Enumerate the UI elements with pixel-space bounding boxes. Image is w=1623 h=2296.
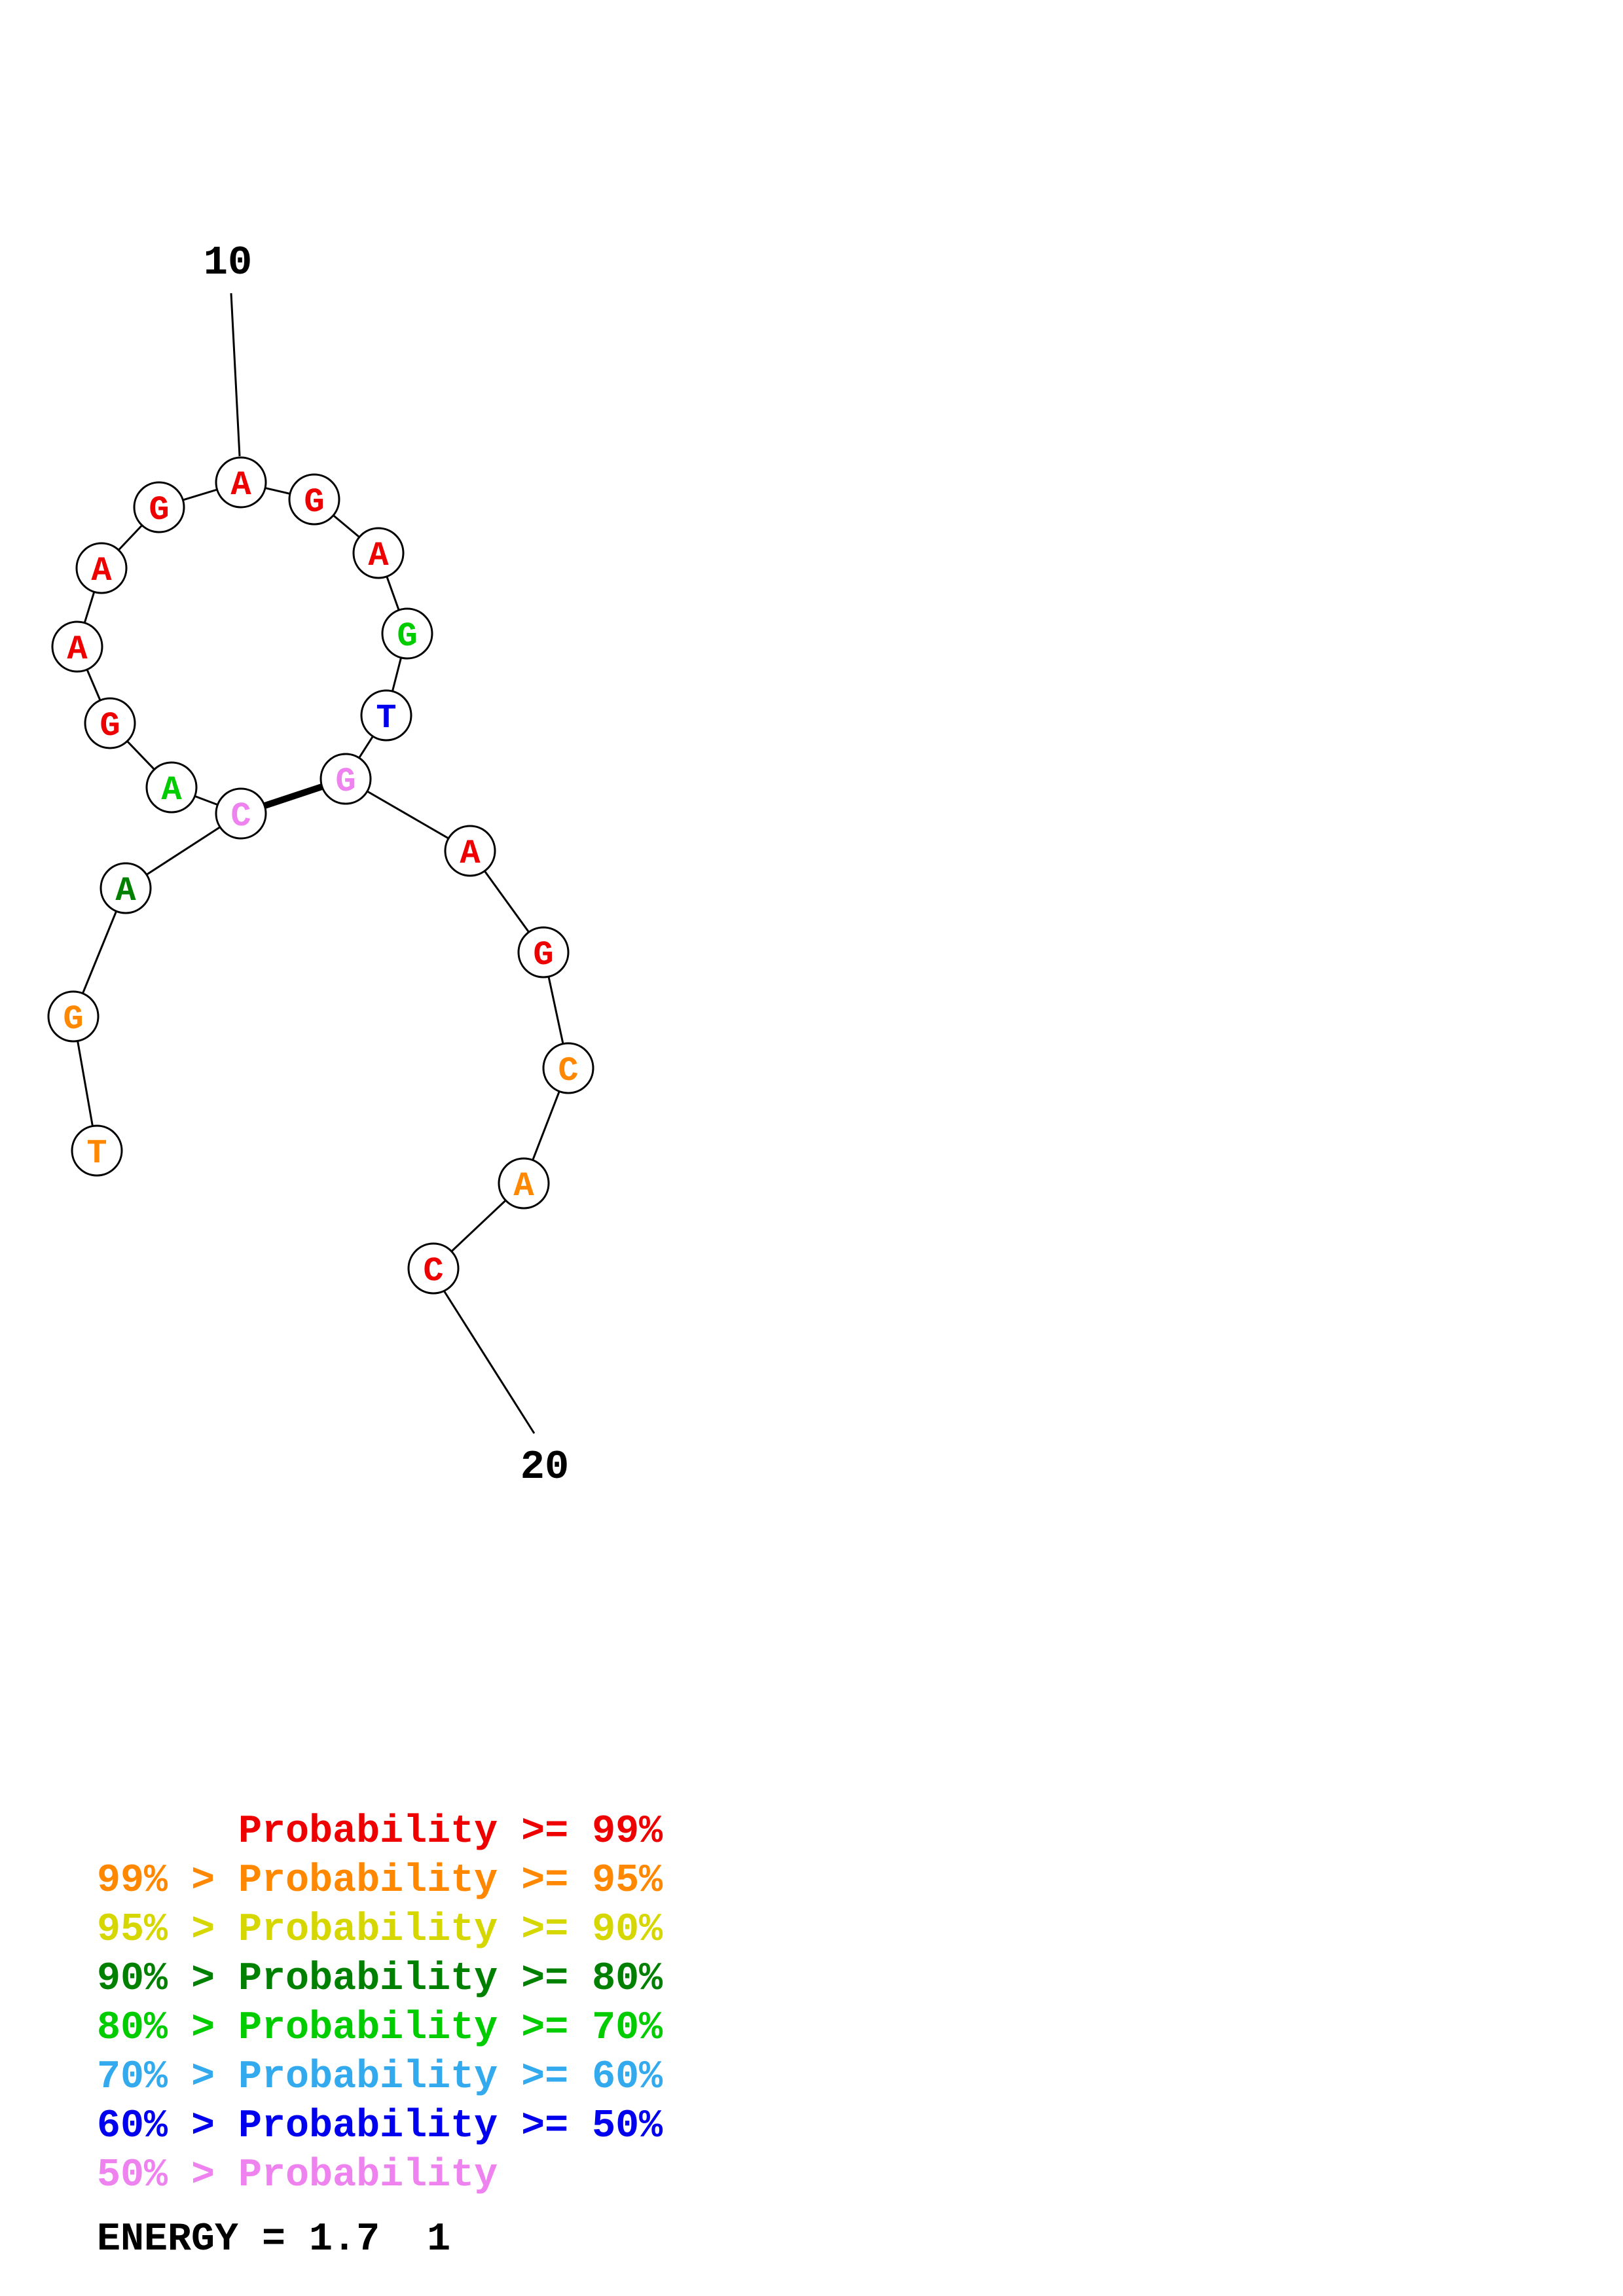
nucleotide-circle-14 (360, 689, 412, 742)
nucleotide-circle-20 (407, 1242, 460, 1295)
nucleotide-circle-19 (498, 1157, 550, 1210)
position-label-10: 10 (204, 240, 252, 286)
nucleotide-base-12: A (368, 537, 389, 575)
nucleotide-circle-9 (133, 481, 185, 533)
legend-row-3: 90% > Probability >= 80% (97, 1957, 663, 2001)
nucleotide-base-10: A (230, 466, 251, 505)
nucleotide-circle-11 (288, 473, 340, 526)
nucleotide-base-19: A (513, 1167, 534, 1206)
nucleotide-base-1: T (86, 1134, 107, 1173)
nucleotide-base-8: A (91, 552, 112, 590)
nucleotide-circle-13 (381, 607, 433, 660)
legend-row-1: 99% > Probability >= 95% (97, 1859, 663, 1903)
legend-row-2: 95% > Probability >= 90% (97, 1908, 663, 1952)
nucleotide-circle-4 (215, 787, 267, 840)
nucleotide-circle-12 (352, 527, 405, 579)
nucleotide-circle-7 (51, 620, 103, 673)
nucleotide-circle-18 (542, 1042, 594, 1094)
nucleotide-base-3: A (115, 872, 136, 910)
label-line-20 (443, 1290, 536, 1434)
nucleotide-circle-10 (215, 456, 267, 509)
energy-label: ENERGY = 1.7 1 (97, 2217, 451, 2262)
nucleotide-base-20: C (423, 1252, 443, 1291)
nucleotide-base-11: G (304, 483, 324, 522)
nucleotide-base-9: G (149, 491, 169, 529)
nucleotide-circle-3 (100, 862, 152, 914)
nucleotide-base-7: A (67, 630, 88, 669)
nucleotide-base-14: T (376, 699, 396, 738)
nucleotide-circle-1 (71, 1124, 123, 1177)
nucleotide-base-16: A (460, 834, 481, 873)
legend-row-5: 70% > Probability >= 60% (97, 2055, 663, 2100)
legend-row-7: 50% > Probability (97, 2153, 498, 2198)
nucleotide-circle-17 (517, 926, 570, 978)
nucleotide-circle-15 (319, 753, 372, 805)
nucleotide-base-18: C (558, 1052, 578, 1090)
nucleotide-base-6: G (100, 707, 120, 745)
legend-row-0: Probability >= 99% (97, 1810, 663, 1854)
legend-row-4: 80% > Probability >= 70% (97, 2006, 663, 2051)
nucleotide-circle-5 (145, 761, 198, 814)
nucleotide-base-15: G (335, 762, 356, 801)
nucleotide-base-2: G (63, 1000, 83, 1039)
nucleotide-base-13: G (397, 617, 417, 656)
nucleotide-circle-2 (47, 990, 100, 1043)
nucleotide-circle-16 (444, 825, 496, 877)
nucleotide-base-17: G (533, 936, 553, 975)
legend-row-6: 60% > Probability >= 50% (97, 2104, 663, 2149)
label-line-10 (230, 293, 241, 457)
position-label-20: 20 (520, 1444, 569, 1490)
nucleotide-base-5: A (161, 771, 182, 810)
nucleotide-circle-6 (84, 697, 136, 749)
nucleotide-base-4: C (230, 797, 251, 836)
probability-legend: Probability >= 99% 99% > Probability >= 9… (97, 1808, 663, 2200)
nucleotide-circle-8 (75, 542, 128, 594)
